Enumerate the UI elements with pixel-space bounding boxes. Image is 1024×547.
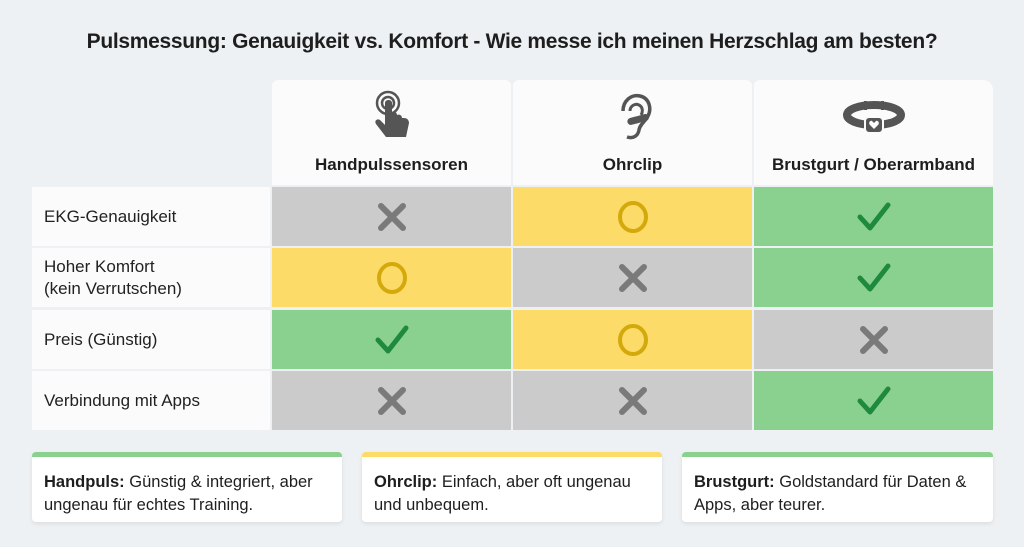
rating-cell [754,310,993,369]
summary-card-ohrclip: Ohrclip: Einfach, aber oft ungenau und u… [362,452,662,522]
card-text: Goldstandard für Daten & Apps, aber teur… [694,473,967,514]
rating-cell [272,310,511,369]
card-text: Einfach, aber oft ungenau und unbequem. [374,473,631,514]
cross-icon [618,386,647,415]
rating-cell [513,248,752,307]
cross-icon [377,202,406,231]
column-header-ohrclip: Ohrclip [513,80,752,185]
rating-cell [754,187,993,246]
rating-cell [513,371,752,430]
column-label: Handpulssensoren [314,155,469,174]
cross-icon [377,386,406,415]
touch-hand-icon [374,90,409,137]
circle-icon [376,261,407,294]
check-icon [857,202,890,230]
circle-icon [617,323,648,356]
rating-cell [272,371,511,430]
summary-card-handpuls: Handpuls: Günstig & integriert, aber ung… [32,452,342,522]
card-text: Günstig & integriert, aber ungenau für e… [44,473,313,514]
rating-cell [272,187,511,246]
column-header-handpuls: Handpulssensoren [272,80,511,185]
check-icon [857,263,890,291]
column-label: Ohrclip [602,155,663,174]
page-title: Pulsmessung: Genauigkeit vs. Komfort - W… [86,30,938,53]
column-header-brustgurt: Brustgurt / Oberarmband [754,80,993,185]
row-label: Preis (Günstig) [32,310,270,369]
summary-card-brustgurt: Brustgurt: Goldstandard für Daten & Apps… [682,452,993,522]
check-icon [857,386,890,414]
card-heading: Ohrclip: [374,473,438,491]
rating-cell [513,310,752,369]
card-heading: Handpuls: [44,473,125,491]
column-label: Brustgurt / Oberarmband [771,155,976,174]
check-icon [375,325,408,353]
cross-icon [618,263,647,292]
rating-cell [754,248,993,307]
chest-strap-icon [842,101,905,134]
row-label: EKG-Genauigkeit [32,187,270,246]
row-label: Hoher Komfort (kein Verrutschen) [32,248,270,307]
rating-cell [754,371,993,430]
card-heading: Brustgurt: [694,473,775,491]
rating-cell [272,248,511,307]
ear-clip-icon [620,93,651,140]
circle-icon [617,200,648,233]
rating-cell [513,187,752,246]
cross-icon [859,325,888,354]
row-label: Verbindung mit Apps [32,371,270,430]
